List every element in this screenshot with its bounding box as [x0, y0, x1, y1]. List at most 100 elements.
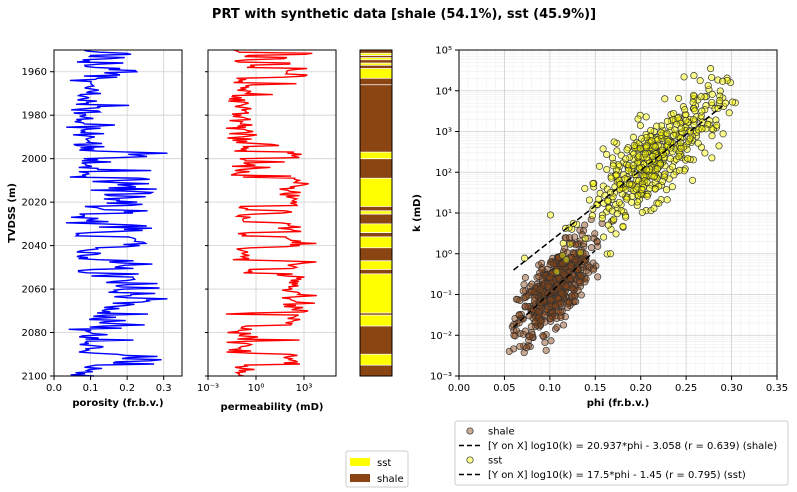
data-point-shale	[522, 344, 530, 352]
porosity-panel: 0.0 0.1 0.2 0.3 1960 1980 2000 2020 2040 2060 2080…	[7, 49, 183, 409]
legend-label: [Y on X] log10(k) = 20.937*phi - 3.058 (…	[488, 441, 777, 452]
data-point-sst	[566, 240, 574, 248]
data-point-sst	[660, 173, 669, 181]
data-point-sst	[696, 77, 704, 85]
data-point-sst	[664, 137, 672, 145]
x-tick-label: 10⁻³	[197, 383, 219, 394]
data-point-sst	[622, 155, 630, 163]
data-point-sst	[670, 171, 678, 179]
data-point-shale	[551, 302, 559, 310]
lith-zone-shale	[360, 55, 392, 58]
data-point-sst	[562, 256, 570, 264]
data-point-sst	[704, 81, 712, 90]
data-point-shale	[541, 318, 549, 326]
data-point-sst	[675, 94, 683, 102]
lith-zone-sst	[360, 57, 392, 60]
data-point-shale	[555, 253, 563, 261]
data-point-sst	[633, 202, 641, 210]
data-point-shale	[561, 271, 569, 279]
data-point-sst	[689, 176, 697, 184]
data-point-sst	[612, 230, 620, 238]
data-point-sst	[612, 171, 620, 179]
lithology-frame	[359, 49, 393, 377]
data-point-shale	[584, 234, 592, 242]
data-point-sst	[624, 166, 632, 174]
data-point-shale	[575, 250, 584, 258]
data-point-shale	[553, 314, 561, 323]
data-point-shale	[541, 311, 549, 319]
data-point-shale	[557, 308, 565, 316]
legend-swatch-sst	[350, 458, 370, 466]
data-point-sst	[686, 134, 694, 142]
lith-zone-shale	[360, 50, 392, 54]
legend-label: shale	[377, 474, 404, 485]
data-point-sst	[613, 210, 621, 218]
lith-zone-shale	[360, 269, 392, 274]
data-point-sst	[667, 144, 675, 152]
data-point-sst	[638, 134, 646, 143]
data-point-sst	[688, 136, 696, 144]
lith-zone-shale	[360, 312, 392, 316]
data-point-sst	[661, 95, 669, 103]
porosity-curve	[65, 49, 168, 377]
data-point-sst	[697, 114, 705, 122]
x-axis-label: porosity (fr.b.v.)	[72, 398, 163, 409]
data-point-sst	[609, 193, 617, 201]
y-tick-label: 1960	[22, 67, 47, 78]
data-point-shale	[526, 333, 534, 341]
data-point-sst	[719, 130, 727, 138]
data-point-shale	[558, 279, 566, 287]
data-point-sst	[606, 250, 615, 258]
data-point-shale	[552, 265, 560, 273]
lith-zone-shale	[360, 214, 392, 224]
lith-zone-shale	[360, 206, 392, 211]
data-point-sst	[610, 138, 618, 146]
data-point-shale	[547, 296, 555, 304]
lith-zone-sst	[360, 315, 392, 327]
data-point-sst	[617, 151, 625, 159]
data-point-sst	[716, 97, 724, 105]
data-point-shale	[530, 297, 538, 305]
data-point-sst	[629, 161, 637, 170]
data-point-shale	[564, 299, 572, 307]
data-point-sst	[647, 126, 655, 135]
crossplot-panel: 0.00 0.05 0.10 0.15 0.20 0.25 0.30 0.35 10⁻³ 10⁻²…	[412, 46, 788, 410]
data-point-sst	[615, 198, 623, 206]
data-point-sst	[677, 144, 685, 152]
data-point-sst	[693, 132, 701, 140]
data-point-sst	[676, 166, 684, 174]
x-tick-label: 10³	[296, 383, 313, 394]
y-tick-label: 10⁰	[435, 249, 452, 260]
data-point-shale	[567, 262, 575, 270]
data-point-shale	[536, 285, 544, 293]
data-point-sst	[663, 196, 671, 204]
data-point-sst	[634, 192, 642, 200]
y-tick-label: 2000	[22, 154, 47, 165]
data-point-sst	[609, 162, 617, 170]
data-point-shale	[519, 287, 527, 295]
data-point-sst	[677, 124, 685, 132]
lith-zone-shale	[360, 84, 392, 153]
data-point-sst	[716, 87, 724, 95]
data-point-sst	[643, 192, 651, 200]
data-point-sst	[666, 155, 674, 163]
data-point-shale	[546, 273, 554, 281]
data-point-sst	[684, 154, 692, 163]
legend-marker	[466, 456, 474, 464]
data-point-sst	[598, 214, 606, 222]
data-point-sst	[622, 185, 630, 193]
data-point-shale	[527, 323, 535, 331]
data-point-shale	[587, 244, 596, 252]
lith-zone-sst	[360, 152, 392, 159]
legend-marker	[466, 427, 474, 435]
data-point-sst	[603, 165, 611, 174]
data-point-sst	[636, 111, 644, 119]
data-point-sst	[728, 98, 737, 106]
data-point-sst	[585, 196, 593, 204]
x-tick-label: 0.2	[119, 383, 135, 394]
data-point-sst	[719, 77, 727, 85]
data-point-sst	[694, 139, 702, 147]
lith-zone-shale	[360, 65, 392, 69]
legend-label: [Y on X] log10(k) = 17.5*phi - 1.45 (r =…	[488, 470, 746, 481]
